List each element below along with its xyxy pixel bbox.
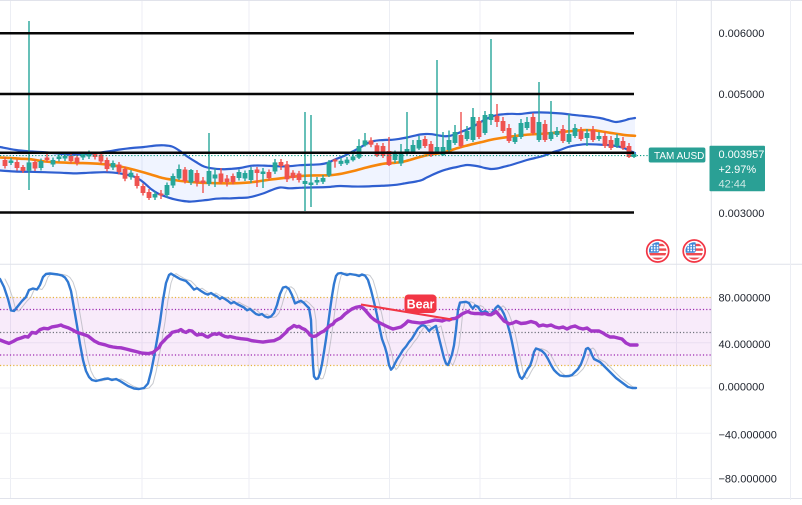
svg-text:0.003000: 0.003000: [719, 208, 765, 220]
svg-text:0.003957: 0.003957: [719, 149, 765, 161]
svg-text:−80.000000: −80.000000: [719, 474, 777, 486]
svg-text:+2.97%: +2.97%: [719, 164, 757, 176]
svg-text:0.006000: 0.006000: [719, 28, 765, 40]
svg-text:40.000000: 40.000000: [719, 339, 771, 351]
svg-text:42:44: 42:44: [719, 179, 747, 191]
svg-text:80.000000: 80.000000: [719, 293, 771, 305]
svg-text:0.005000: 0.005000: [719, 89, 765, 101]
svg-text:−40.000000: −40.000000: [719, 430, 777, 442]
svg-text:0.000000: 0.000000: [719, 382, 765, 394]
svg-text:TAM AUSD: TAM AUSD: [654, 151, 704, 162]
svg-text:Bear: Bear: [407, 297, 435, 311]
